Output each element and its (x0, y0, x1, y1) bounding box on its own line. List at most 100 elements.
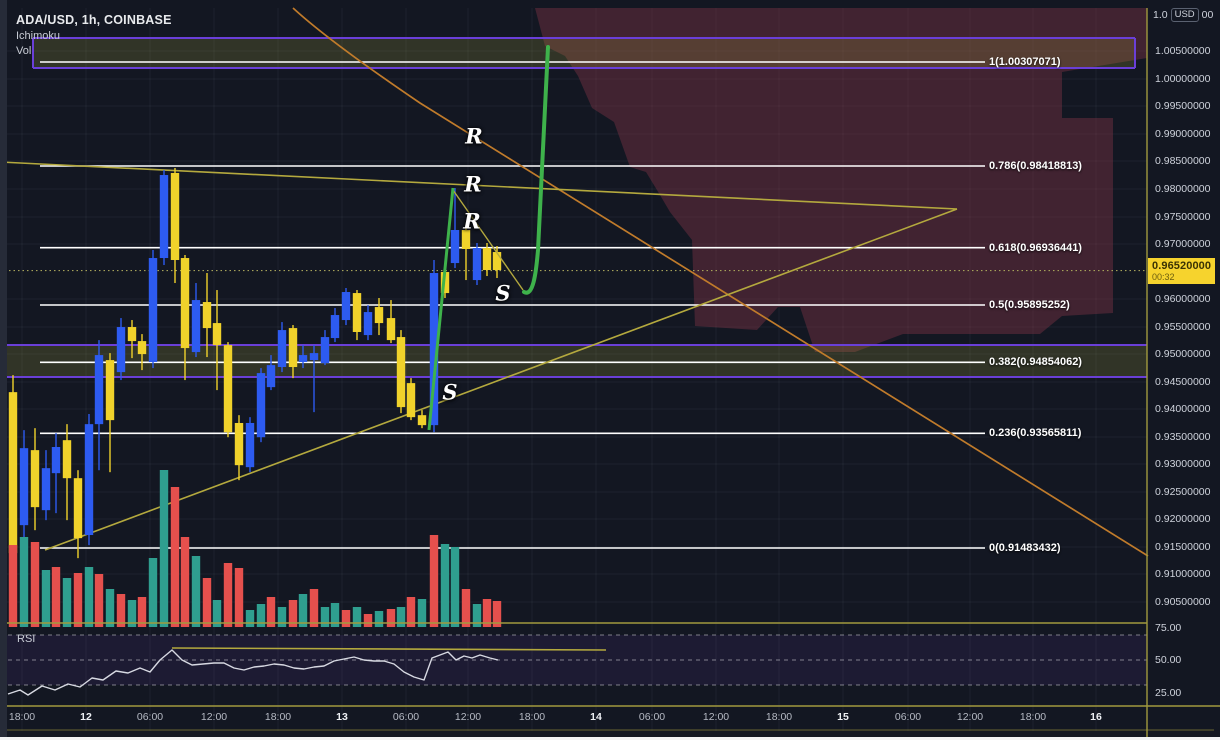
time-tick: 06:00 (894, 711, 922, 723)
candle (202, 273, 212, 358)
volume-bar (277, 607, 287, 627)
volume-bar (137, 597, 147, 627)
candle (180, 254, 190, 381)
price-tick: 0.99500000 (1155, 100, 1211, 112)
rsi-line (7, 649, 499, 696)
fib-label: 0.618(0.96936441) (989, 241, 1082, 254)
trendlines (0, 7, 1149, 557)
volume-bar (30, 542, 40, 627)
currency-chip[interactable]: USD (1170, 8, 1199, 22)
candle (386, 300, 396, 344)
time-tick-day: 15 (837, 711, 849, 723)
candle (41, 450, 51, 521)
volume-bar (429, 535, 439, 627)
volume-bar (94, 574, 104, 627)
fib-retracement (40, 61, 985, 549)
price-tick: 0.91500000 (1155, 541, 1211, 553)
price-tick: 0.92000000 (1155, 513, 1211, 525)
fib-label: 0.382(0.94854062) (989, 356, 1082, 369)
current-price-badge[interactable]: 0.96520000 00:32 (1148, 258, 1215, 284)
price-axis-unit: 1.0 USD 00 (1153, 8, 1213, 22)
candle (288, 325, 298, 379)
volume-bar (492, 601, 502, 627)
time-tick: 06:00 (392, 711, 420, 723)
window-bottom-edge (0, 737, 1220, 740)
unit-suffix: 00 (1201, 9, 1214, 21)
volume-bar (180, 537, 190, 627)
candle (461, 224, 471, 281)
highlight-zones (0, 37, 1147, 378)
candle (298, 345, 308, 369)
time-tick-day: 12 (80, 711, 92, 723)
volume-bar (396, 607, 406, 627)
zone-fill (33, 38, 1135, 68)
price-tick: 0.94500000 (1155, 376, 1211, 388)
candle (148, 249, 158, 369)
candle (127, 320, 137, 359)
time-tick: 06:00 (638, 711, 666, 723)
indicator-ichimoku[interactable]: Ichimoku (16, 30, 61, 42)
volume-bar (41, 570, 51, 627)
volume-bar (341, 610, 351, 627)
green-impulse-line (427, 187, 455, 431)
time-tick: 18:00 (264, 711, 292, 723)
candle (223, 342, 233, 438)
rsi-indicator-label[interactable]: RSI (17, 633, 36, 645)
current-price: 0.96520000 (1152, 260, 1212, 272)
price-tick: 0.98500000 (1155, 155, 1211, 167)
price-tick: 0.99000000 (1155, 128, 1211, 140)
time-tick-day: 16 (1090, 711, 1102, 723)
volume-bar (73, 573, 83, 627)
candlesticks (8, 167, 502, 571)
bar-countdown: 00:32 (1152, 272, 1175, 282)
volume-bar (363, 614, 373, 627)
volume-bar (406, 597, 416, 627)
rsi-scale-tick: 25.00 (1155, 687, 1182, 699)
symbol-title[interactable]: ADA/USD, 1h, COINBASE (16, 13, 172, 27)
price-tick: 0.93500000 (1155, 431, 1211, 443)
volume-bar (352, 607, 362, 627)
volume-bar (245, 610, 255, 627)
time-tick: 12:00 (454, 711, 482, 723)
volume-bar (116, 594, 126, 627)
resistance-label: R (465, 123, 483, 149)
unit-prefix: 1.0 (1153, 9, 1168, 21)
frame-lines (0, 8, 1220, 740)
indicator-vol[interactable]: Vol (16, 45, 32, 57)
volume-bar (266, 597, 276, 627)
volume-bars (8, 470, 502, 627)
volume-bar (223, 563, 233, 627)
candle (429, 260, 439, 433)
candle (450, 188, 460, 269)
candle (352, 290, 362, 341)
zone-fill (0, 345, 1147, 377)
volume-bar (309, 589, 319, 627)
candle (84, 414, 94, 546)
volume-bar (256, 604, 266, 627)
time-tick: 18:00 (1019, 711, 1047, 723)
candle (116, 318, 126, 381)
rsi-scale-tick: 50.00 (1155, 654, 1182, 666)
candle (330, 308, 340, 343)
time-tick: 18:00 (765, 711, 793, 723)
time-tick-day: 13 (336, 711, 348, 723)
candle (406, 378, 416, 421)
volume-bar (127, 600, 137, 627)
candle (191, 283, 201, 358)
support-label: S (442, 379, 458, 405)
volume-bar (440, 544, 450, 627)
volume-bar (330, 603, 340, 627)
volume-bar (386, 609, 396, 627)
gridlines (0, 8, 1147, 731)
price-tick: 1.00500000 (1155, 45, 1211, 57)
time-tick: 06:00 (136, 711, 164, 723)
candle (19, 430, 29, 541)
volume-bar (450, 547, 460, 627)
volume-bar (472, 604, 482, 627)
candle (320, 330, 330, 366)
volume-bar (84, 567, 94, 627)
candle (472, 242, 482, 286)
volume-bar (148, 558, 158, 627)
